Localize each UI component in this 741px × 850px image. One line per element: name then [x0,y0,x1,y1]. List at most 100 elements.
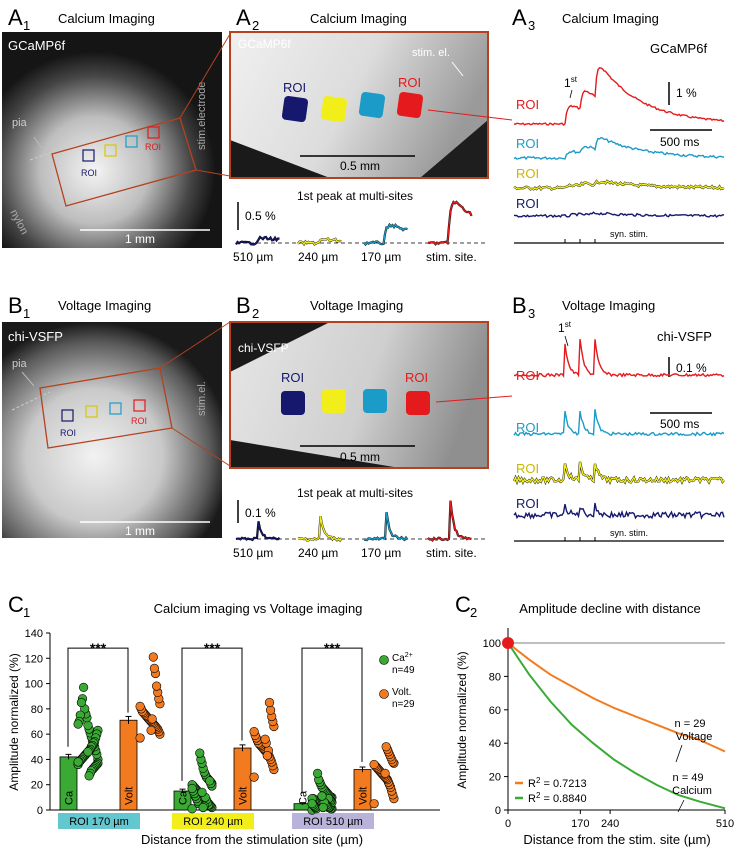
c1-point [249,772,259,782]
c1-point [249,727,259,737]
panel-b1-letter: B [8,293,23,318]
c2-y-tick-label: 0 [495,805,501,817]
a3-trace-navy [513,211,725,219]
a2-roi-red-label: ROI [398,75,421,90]
c2-series-pointer [675,744,683,763]
c1-point [152,681,162,691]
a1-zoom-line-top [179,33,231,119]
panel-a2: A 2 Calcium Imaging GCaMP6f stim. el. RO… [229,5,513,264]
c1-point [260,734,270,744]
c1-point [83,747,93,757]
c1-point [313,768,323,778]
b2-peak-trace-1 [297,516,343,542]
panel-b3-letter: B [512,293,527,318]
c1-point [76,697,86,708]
panel-a2-title: Calcium Imaging [310,11,407,26]
a3-sensor-label: GCaMP6f [650,41,707,56]
c1-bar-label: Volt [238,787,250,805]
panel-a2-number: 2 [252,18,259,33]
c1-point [262,751,272,761]
c1-legend-label: Volt. [392,687,411,698]
b1-roi-red-label: ROI [131,416,147,426]
c1-point [73,719,83,729]
c1-point [135,733,145,743]
a2-dark-corner-right [420,120,488,178]
panel-c2-letter: C [455,592,471,617]
b2-site-label-240: 240 µm [298,546,338,560]
c1-bar-label: Ca [178,790,190,805]
panel-a1-title: Calcium Imaging [58,11,155,26]
a3-trace-yellow-shadow [513,179,725,192]
b2-dark-corner-left [230,322,330,372]
a2-electrode-pointer [451,61,464,77]
a3-first-num: 1 [564,76,571,90]
panel-b2-letter: B [236,293,251,318]
c2-y-tick-label: 100 [483,638,501,650]
a2-sensor-label: GCaMP6f [238,37,291,51]
c1-y-tick-label: 140 [25,628,43,640]
b3-first-sup: st [565,320,572,329]
c1-point [197,787,207,797]
c2-series-n-label: n = 49 [673,772,704,784]
a3-roi-navy-label: ROI [516,196,539,211]
b3-first-pointer [564,335,569,347]
panel-b2: B 2 Voltage Imaging chi-VSFP ROI ROI 0.5… [229,293,513,560]
a3-first-pointer [569,89,573,99]
a2-electrode-label: stim. el. [412,47,450,59]
b2-roi-navy-label: ROI [281,370,304,385]
a2-peak-trace-2 [363,223,408,246]
c2-legend-r2: R2 = 0.7213 [528,776,587,790]
c1-y-tick-label: 0 [37,805,43,817]
panel-b1-number: 1 [23,306,30,321]
panel-b2-title: Voltage Imaging [310,298,403,313]
a3-amp-scale-label: 1 % [676,86,697,100]
b2-roi-red-label: ROI [405,370,428,385]
a2-peak-trace-0 [235,235,280,246]
c1-legend-marker [379,655,389,665]
a3-stim-label: syn. stim. [610,229,648,239]
c1-point [84,771,94,781]
b2-peak-trace-3 [427,500,472,542]
a3-trace-yellow [513,179,725,191]
b1-electrode-label: stim.el. [196,381,208,416]
panel-c2: C 2 Amplitude decline with distance Ampl… [455,592,734,847]
b1-zoom-line-top [159,321,231,369]
c1-point [317,791,327,801]
c1-y-tick-label: 120 [25,653,43,665]
b3-traces [512,339,725,520]
a1-pia-line [29,141,81,161]
a2-red-roi-connector [427,109,513,121]
b2-roi-yellow-marker [322,389,346,413]
c1-y-tick-label: 80 [31,704,43,716]
c1-legend-label: Ca2+ [392,652,413,664]
b1-roi-cyan-box [109,402,122,415]
c1-point [307,799,317,809]
a1-zoom-line-bottom [195,169,231,177]
c1-bar-label: Ca [298,790,310,805]
a1-sensor-label: GCaMP6f [8,38,65,53]
c1-significance-bracket [181,647,243,781]
c1-point [73,757,83,767]
c2-legend-value: = 0.8840 [540,793,586,805]
c1-bar-label: Volt [358,787,370,805]
panel-a3: A 3 Calcium Imaging GCaMP6f 1st 1 % 500 … [512,5,725,244]
c1-y-axis-label: Amplitude normalized (%) [7,653,21,790]
a1-scale-label: 1 mm [125,232,155,246]
c2-series-line-voltage [507,642,726,753]
c1-title: Calcium imaging vs Voltage imaging [154,601,363,616]
c2-x-tick-label: 170 [571,818,589,830]
c2-axes: 0 20 40 60 80 100 0 170 240 510 [483,628,734,830]
b2-roi-cyan-marker [363,389,387,413]
c1-x-axis-label: Distance from the stimulation site (µm) [141,832,363,847]
a1-micrograph [2,32,222,248]
c2-series-name-label: Calcium [672,785,712,797]
c2-x-axis-label: Distance from the stim. site (µm) [523,832,710,847]
panel-b3-number: 3 [528,306,535,321]
a1-roi-red-box [147,126,160,139]
b1-roi-navy-label: ROI [60,428,76,438]
a1-electrode-label: stim.electrode [196,82,208,150]
b3-trace-red [513,339,725,379]
c2-y-tick-label: 80 [489,671,501,683]
c1-point [198,802,208,813]
c1-significance-label: *** [204,640,221,656]
